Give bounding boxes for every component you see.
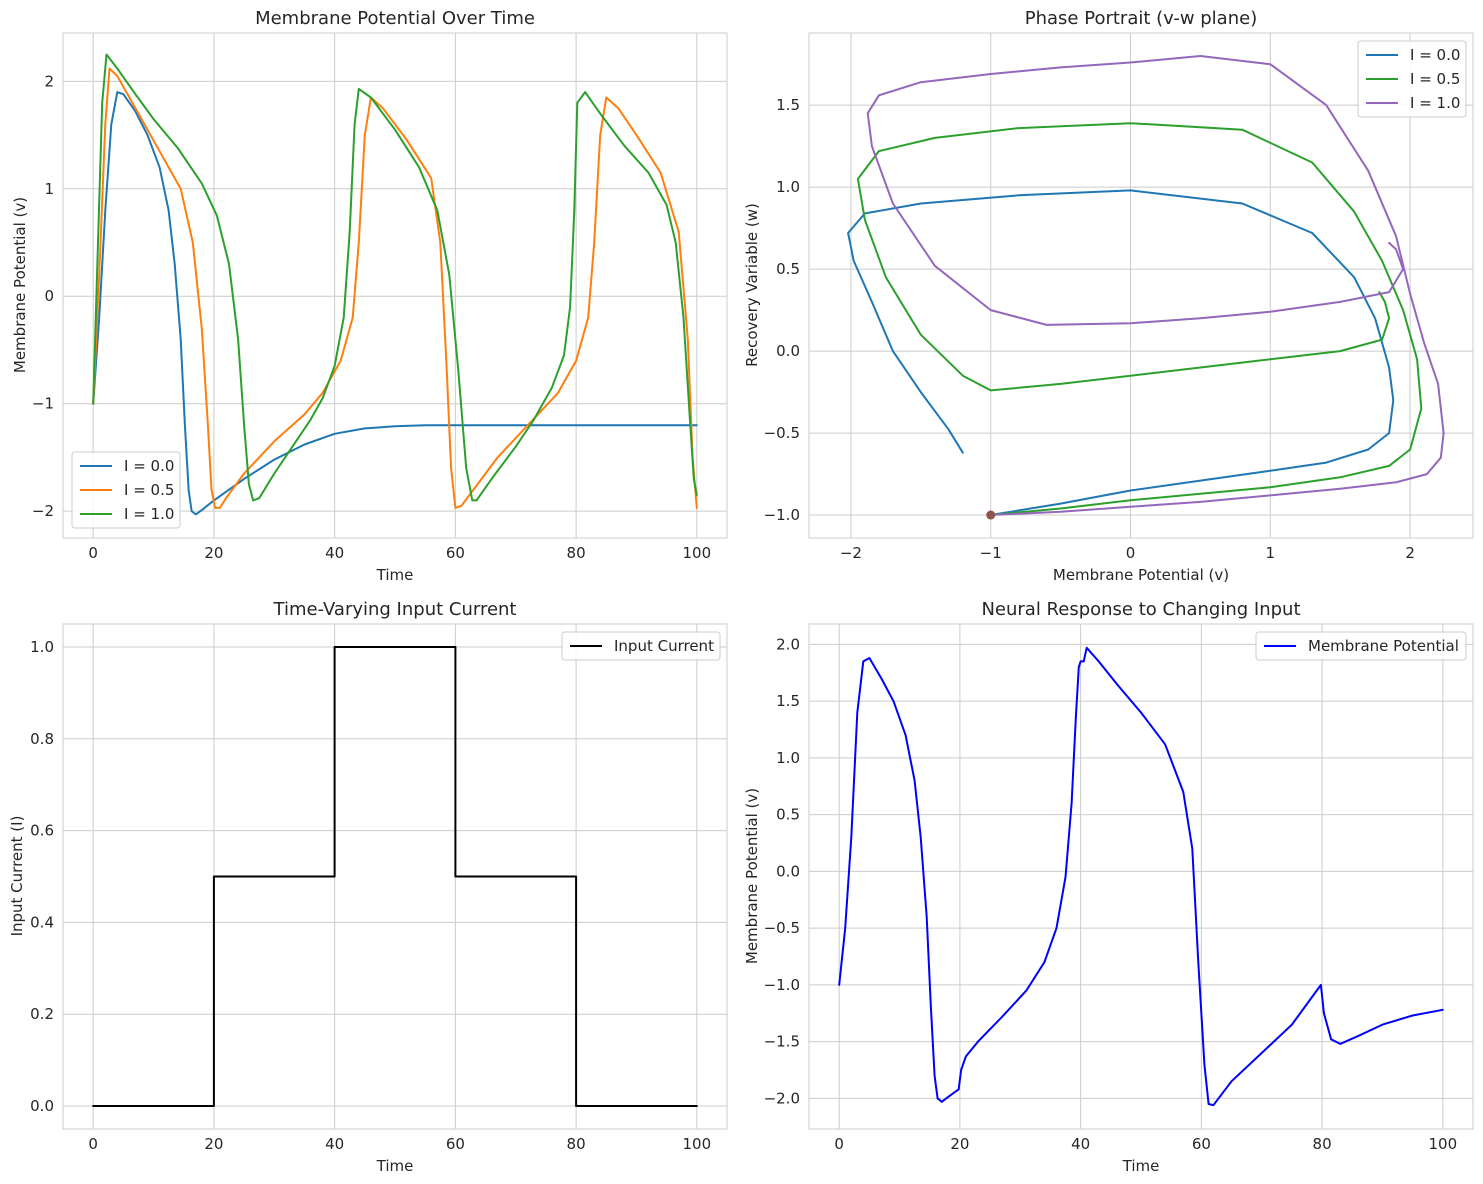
panel-neural-response: Neural Response to Changing Input Time M…: [743, 599, 1474, 1175]
legend-label: I = 0.0: [124, 457, 174, 475]
series-line-0: [847, 189, 1395, 516]
legend-box: [1357, 40, 1467, 118]
chart-title: Membrane Potential Over Time: [255, 8, 535, 29]
x-tick-label: 80: [1313, 1135, 1332, 1153]
y-tick-label: −1.5: [764, 1033, 800, 1051]
legend: I = 0.0 I = 0.5 I = 1.0: [71, 451, 181, 529]
panel-membrane-potential: Membrane Potential Over Time Time Membra…: [11, 8, 728, 584]
x-tick-label: 40: [325, 1135, 344, 1153]
legend-box: [1255, 631, 1467, 661]
y-tick-label: 1.5: [776, 96, 800, 114]
y-axis-label: Input Current (I): [8, 816, 26, 937]
legend-label: I = 1.0: [1410, 94, 1460, 112]
plot-frame: [808, 623, 1474, 1130]
y-tick-label: 1.0: [776, 178, 800, 196]
y-tick-label: 0.4: [30, 913, 54, 931]
y-tick-label: 1: [44, 180, 54, 198]
panel-input-current: Time-Varying Input Current Time Input Cu…: [8, 599, 728, 1175]
x-tick-label: 20: [950, 1135, 969, 1153]
plot-frame: [62, 32, 728, 539]
y-tick-label: −0.5: [764, 424, 800, 442]
y-tick-label: 0.5: [776, 260, 800, 278]
y-tick-label: 1.0: [30, 638, 54, 656]
x-tick-label: 100: [682, 544, 711, 562]
y-tick-label: 0: [44, 287, 54, 305]
y-tick-label: 2: [44, 72, 54, 90]
x-tick-label: 1: [1266, 544, 1276, 562]
legend: Membrane Potential: [1255, 631, 1467, 661]
x-tick-label: 80: [567, 1135, 586, 1153]
series-line-0: [92, 646, 698, 1107]
chart-title: Phase Portrait (v-w plane): [1025, 8, 1257, 29]
x-tick-label: 100: [1428, 1135, 1457, 1153]
x-tick-label: 0: [88, 544, 98, 562]
x-tick-label: 2: [1405, 544, 1415, 562]
x-tick-label: 40: [325, 544, 344, 562]
x-tick-label: −2: [840, 544, 862, 562]
y-tick-label: 0.2: [30, 1005, 54, 1023]
y-tick-label: 0.6: [30, 822, 54, 840]
x-axis-label: Membrane Potential (v): [1053, 566, 1229, 584]
y-tick-label: 1.0: [776, 749, 800, 767]
y-axis-label: Membrane Potential (v): [11, 197, 29, 373]
y-tick-label: −1.0: [764, 976, 800, 994]
series-line-0: [838, 646, 1444, 1107]
legend-label: Membrane Potential: [1308, 637, 1459, 655]
series-line-1: [856, 122, 1423, 516]
x-axis-label: Time: [376, 566, 414, 584]
y-tick-label: 0.0: [30, 1097, 54, 1115]
plot-frame: [62, 623, 728, 1130]
legend: Input Current: [561, 631, 721, 661]
x-tick-label: −1: [980, 544, 1002, 562]
legend-label: Input Current: [614, 637, 714, 655]
y-axis-label: Recovery Variable (w): [743, 203, 761, 367]
x-tick-label: 0: [88, 1135, 98, 1153]
legend-label: I = 1.0: [124, 505, 174, 523]
legend-label: I = 0.5: [124, 481, 174, 499]
legend-label: I = 0.0: [1410, 46, 1460, 64]
series-line-2: [92, 53, 698, 502]
legend-box: [71, 451, 181, 529]
legend-box: [561, 631, 721, 661]
y-tick-label: 0.5: [776, 806, 800, 824]
chart-title: Time-Varying Input Current: [273, 599, 517, 620]
x-tick-label: 60: [446, 1135, 465, 1153]
plot-frame: [808, 32, 1474, 539]
legend: I = 0.0 I = 0.5 I = 1.0: [1357, 40, 1467, 118]
y-tick-label: −2.0: [764, 1089, 800, 1107]
x-tick-label: 0: [834, 1135, 844, 1153]
y-tick-label: −1: [32, 395, 54, 413]
x-tick-label: 60: [446, 544, 465, 562]
y-tick-label: 0.0: [776, 862, 800, 880]
y-tick-label: −1.0: [764, 506, 800, 524]
y-tick-label: 0.8: [30, 730, 54, 748]
x-tick-label: 100: [682, 1135, 711, 1153]
y-tick-label: 2.0: [776, 635, 800, 653]
y-tick-label: −2: [32, 502, 54, 520]
x-axis-label: Time: [1122, 1157, 1160, 1175]
y-tick-label: 0.0: [776, 342, 800, 360]
series-line-0: [92, 91, 698, 516]
y-axis-label: Membrane Potential (v): [743, 788, 761, 964]
x-tick-label: 0: [1126, 544, 1136, 562]
x-tick-label: 20: [204, 1135, 223, 1153]
x-tick-label: 60: [1192, 1135, 1211, 1153]
legend-label: I = 0.5: [1410, 70, 1460, 88]
x-tick-label: 80: [567, 544, 586, 562]
series-line-2: [866, 55, 1445, 516]
y-tick-label: 1.5: [776, 692, 800, 710]
start-point-marker: [986, 510, 996, 520]
x-tick-label: 20: [204, 544, 223, 562]
panel-phase-portrait: Phase Portrait (v-w plane) Membrane Pote…: [743, 8, 1474, 584]
x-tick-label: 40: [1071, 1135, 1090, 1153]
x-axis-label: Time: [376, 1157, 414, 1175]
chart-title: Neural Response to Changing Input: [981, 599, 1300, 620]
gridlines: [809, 624, 1473, 1129]
y-tick-label: −0.5: [764, 919, 800, 937]
